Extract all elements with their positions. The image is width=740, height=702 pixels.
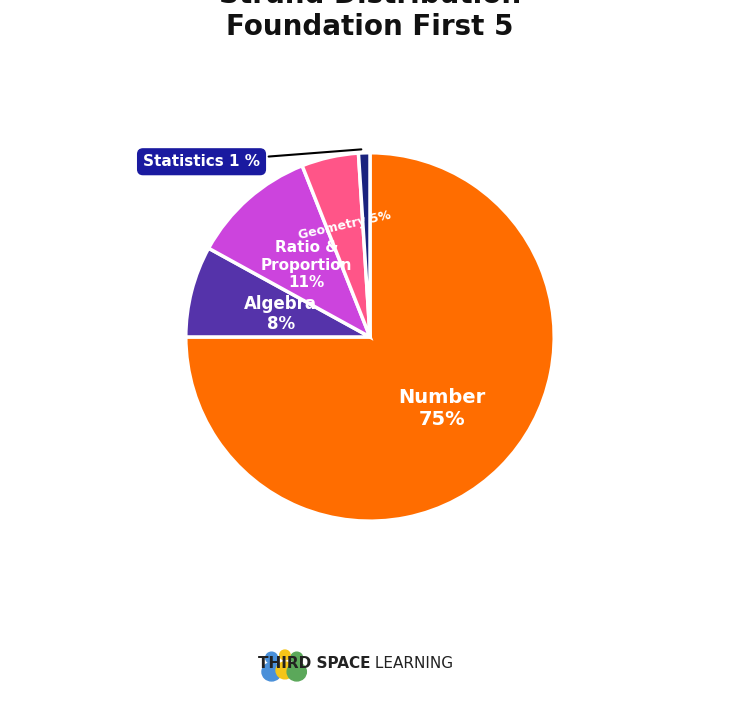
Text: Statistics 1 %: Statistics 1 % [143, 150, 361, 169]
Text: Ratio &
Proportion
11%: Ratio & Proportion 11% [261, 240, 352, 290]
Wedge shape [302, 153, 370, 337]
Wedge shape [186, 249, 370, 337]
Wedge shape [186, 153, 554, 521]
Wedge shape [358, 153, 370, 337]
Title: Strand Distribution
Foundation First 5: Strand Distribution Foundation First 5 [219, 0, 521, 41]
Text: LEARNING: LEARNING [370, 656, 453, 671]
Text: Geometry 5%: Geometry 5% [297, 209, 393, 242]
Wedge shape [209, 166, 370, 337]
Text: Number
75%: Number 75% [398, 388, 485, 429]
Text: Algebra
8%: Algebra 8% [244, 295, 317, 333]
Text: THIRD SPACE: THIRD SPACE [258, 656, 370, 671]
